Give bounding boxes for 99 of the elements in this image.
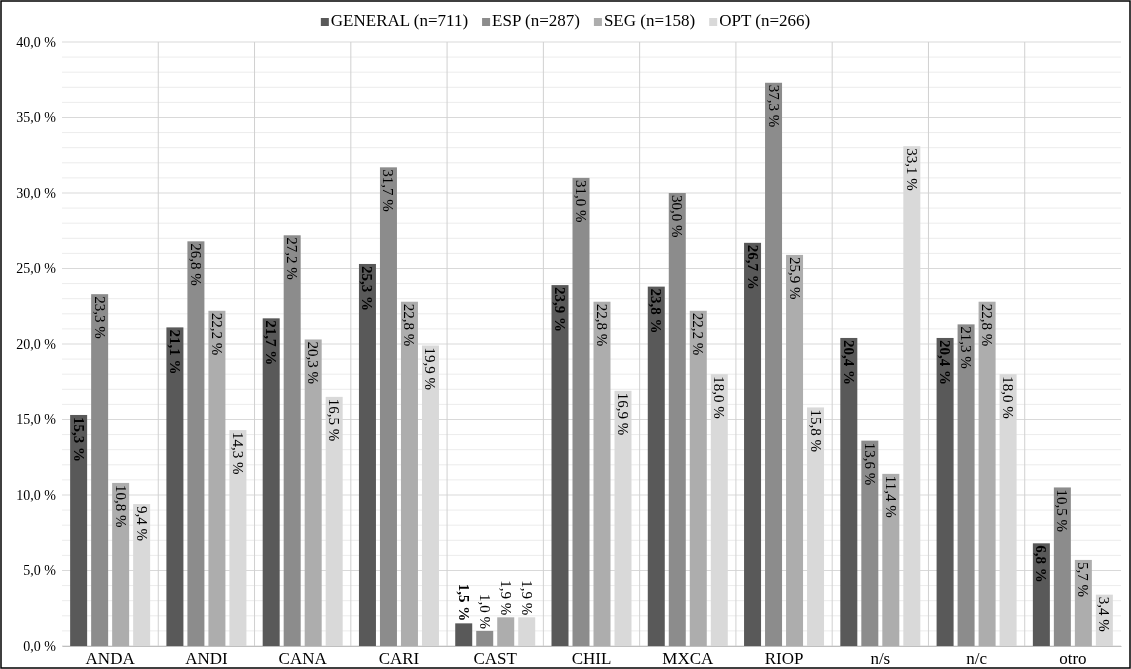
- legend-label: GENERAL (n=711): [330, 11, 469, 30]
- data-label: 26,7 %: [744, 244, 761, 290]
- data-label: 23,9 %: [552, 287, 568, 333]
- data-label: 21,3 %: [958, 326, 975, 369]
- y-tick-label: 10,0 %: [16, 487, 57, 503]
- data-label: 1,5 %: [455, 583, 472, 622]
- data-label: 21,1 %: [166, 329, 183, 375]
- data-label: 31,0 %: [573, 179, 589, 223]
- data-label: 15,8 %: [807, 409, 824, 452]
- bar: [91, 294, 109, 646]
- bar: [283, 235, 301, 646]
- bar: [262, 318, 280, 646]
- data-label: 21,7 %: [263, 320, 280, 366]
- y-tick-label: 25,0 %: [16, 261, 57, 277]
- bar: [936, 337, 954, 646]
- y-tick-label: 0,0 %: [23, 638, 57, 654]
- data-label: 37,3 %: [765, 84, 782, 128]
- data-label: 20,3 %: [305, 341, 322, 384]
- y-tick-label: 15,0 %: [16, 412, 57, 428]
- bar: [593, 301, 611, 646]
- data-label: 10,8 %: [112, 484, 129, 528]
- data-label: 18,0 %: [1000, 376, 1017, 419]
- data-label: 23,3 %: [91, 296, 108, 339]
- legend-label: ESP (n=287): [492, 11, 580, 30]
- legend-label: OPT (n=266): [719, 11, 811, 30]
- data-label: 27,2 %: [284, 237, 301, 280]
- y-tick-label: 40,0 %: [16, 34, 57, 50]
- y-tick-label: 30,0 %: [16, 185, 57, 201]
- x-tick-label: RIOP: [764, 649, 804, 669]
- data-label: 1,0 %: [476, 593, 493, 629]
- data-label: 10,5 %: [1054, 489, 1071, 532]
- data-label: 30,0 %: [669, 195, 686, 238]
- bar: [166, 327, 184, 646]
- y-tick-label: 35,0 %: [16, 110, 57, 126]
- x-tick-label: ANDI: [185, 649, 228, 669]
- data-label: 1,9 %: [497, 580, 514, 616]
- data-label: 22,8 %: [979, 303, 996, 347]
- data-label: 22,8 %: [401, 303, 418, 347]
- data-label: 18,0 %: [711, 376, 728, 419]
- bar: [400, 301, 418, 646]
- data-label: 25,9 %: [786, 256, 803, 300]
- bar: [497, 617, 515, 646]
- bar: [379, 167, 397, 646]
- data-label: 19,9 %: [422, 347, 439, 391]
- data-label: 13,6 %: [861, 442, 878, 486]
- bar: [647, 286, 665, 646]
- bar: [208, 310, 226, 646]
- y-tick-label: 5,0 %: [23, 563, 57, 579]
- bar: [551, 285, 569, 646]
- bar: [689, 310, 707, 646]
- data-label: 23,8 %: [648, 288, 665, 334]
- bar: [358, 263, 376, 646]
- bar: [455, 623, 473, 646]
- data-label: 11,4 %: [882, 475, 899, 518]
- x-tick-label: ANDA: [85, 649, 136, 669]
- data-label: 16,5 %: [326, 398, 343, 442]
- data-label: 31,7 %: [380, 169, 397, 212]
- data-label: 22,2 %: [208, 312, 225, 356]
- x-tick-label: n/s: [870, 649, 891, 669]
- data-label: 33,1 %: [903, 148, 920, 191]
- bar: [978, 301, 996, 646]
- legend-label: SEG (n=158): [603, 11, 696, 30]
- bar: [861, 440, 879, 646]
- data-label: 5,7 %: [1075, 561, 1092, 597]
- bar: [187, 241, 205, 646]
- x-tick-label: CHIL: [571, 649, 612, 669]
- data-label: 14,3 %: [229, 432, 246, 475]
- data-label: 16,9 %: [615, 392, 631, 436]
- bar: [1053, 487, 1071, 646]
- data-label: 6,8 %: [1033, 545, 1050, 583]
- data-label: 22,2 %: [690, 312, 707, 356]
- bar: [70, 414, 88, 646]
- data-label: 3,4 %: [1096, 596, 1113, 632]
- y-tick-label: 20,0 %: [16, 336, 57, 352]
- data-label: 22,8 %: [594, 303, 610, 347]
- x-tick-label: CANA: [278, 649, 328, 669]
- data-label: 25,3 %: [359, 265, 376, 311]
- bar: [304, 339, 322, 646]
- bar: [112, 482, 130, 646]
- data-label: 9,4 %: [133, 506, 150, 542]
- bar: [765, 82, 783, 646]
- x-tick-label: otro: [1059, 649, 1087, 669]
- x-tick-label: MXCA: [662, 649, 714, 669]
- bar: [882, 473, 900, 646]
- data-label: 20,4 %: [937, 339, 954, 385]
- bar: [476, 630, 494, 646]
- data-label: 1,9 %: [518, 580, 535, 616]
- data-label: 26,8 %: [187, 243, 204, 286]
- bar: [744, 242, 762, 646]
- data-label: 15,3 %: [70, 416, 87, 462]
- bar: [786, 254, 804, 646]
- x-tick-label: CARI: [378, 649, 420, 669]
- data-label: 20,4 %: [840, 339, 857, 385]
- x-tick-label: CAST: [473, 649, 518, 669]
- x-tick-label: n/c: [966, 649, 988, 669]
- bar: [957, 324, 975, 646]
- bar: [572, 177, 590, 646]
- bar: [668, 193, 686, 646]
- bar: [840, 337, 858, 646]
